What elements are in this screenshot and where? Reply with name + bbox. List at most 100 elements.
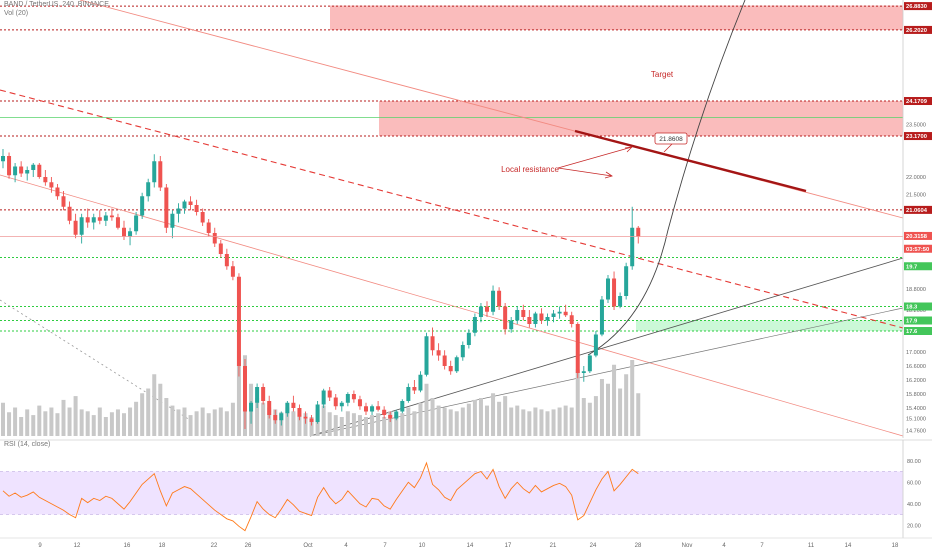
candle-body	[593, 334, 598, 356]
time-tick-label: 7	[383, 543, 387, 549]
parabolic-curve	[587, 0, 746, 356]
candle-body	[194, 205, 199, 212]
time-tick-label: 4	[344, 543, 348, 549]
candle-body	[37, 164, 42, 177]
volume-bar	[115, 409, 120, 436]
volume-bar	[442, 407, 447, 436]
candle-body	[448, 366, 453, 372]
volume-bar	[122, 413, 126, 436]
candle-body	[61, 196, 66, 207]
time-tick-label: 10	[419, 543, 426, 549]
candle-body	[97, 217, 102, 221]
candle-body	[188, 201, 193, 205]
candle-body	[497, 290, 502, 307]
volume-bar	[140, 393, 145, 436]
candle-body	[333, 397, 338, 407]
volume-bar	[37, 405, 42, 436]
volume-bar	[497, 401, 502, 436]
volume-bar	[309, 417, 314, 436]
candle-body	[200, 212, 205, 223]
candle-body	[370, 406, 375, 412]
volume-bar	[103, 417, 108, 436]
price-label-box	[904, 97, 932, 106]
candle-body	[557, 311, 562, 314]
volume-bar	[31, 415, 36, 436]
volume-bar	[618, 388, 623, 436]
candle-body	[466, 332, 471, 345]
price-label-red: 23.1700	[906, 134, 927, 140]
volume-bar	[339, 417, 344, 436]
price-tick-label: 17.0000	[906, 350, 926, 356]
volume-bar	[333, 415, 338, 436]
price-tick-label: 18.2000	[906, 308, 926, 314]
price-label-box	[904, 231, 932, 240]
price-tick-label: 15.1000	[906, 417, 926, 423]
support-zone	[636, 320, 903, 331]
candle-body	[545, 317, 550, 321]
volume-bar	[424, 383, 429, 436]
volume-bar	[194, 411, 199, 436]
volume-bar	[478, 398, 483, 436]
price-tick-label: 22.0000	[906, 175, 926, 181]
candle-body	[73, 220, 78, 235]
price-label-red: 24.1709	[906, 99, 928, 105]
time-tick-label: 9	[38, 543, 42, 549]
rsi-tick-label: 80.00	[907, 459, 921, 465]
candle-body	[55, 187, 60, 197]
volume-bar	[364, 417, 368, 436]
volume-bar	[134, 401, 139, 436]
rsi-line	[2, 461, 639, 532]
price-label-green: 18.3	[906, 305, 918, 311]
candle-body	[327, 390, 332, 398]
time-tick-label: Nov	[682, 543, 693, 549]
candle-body	[315, 404, 320, 422]
volume-bar	[466, 403, 471, 436]
volume-bar	[448, 409, 453, 436]
volume-bar	[218, 407, 223, 436]
volume-bar	[630, 360, 635, 436]
volume-bar	[303, 413, 308, 436]
candle-body	[539, 313, 544, 321]
volume-bar	[182, 407, 187, 436]
price-label-current: 20.3158	[906, 234, 928, 240]
volume-bar	[152, 374, 157, 436]
time-tick-label: 22	[211, 543, 218, 549]
candle-body	[91, 217, 96, 223]
volume-bar	[321, 405, 326, 436]
candle-body	[339, 402, 344, 407]
candle-body	[43, 177, 48, 183]
candle-body	[230, 266, 235, 277]
price-label-box	[904, 244, 932, 253]
candle-body	[478, 306, 483, 317]
volume-bar	[285, 407, 290, 436]
volume-bar	[291, 411, 296, 436]
rsi-tick-label: 60.00	[907, 480, 921, 486]
candle-body	[182, 201, 187, 209]
volume-indicator-label: Vol (20)	[4, 10, 29, 17]
volume-bar	[412, 411, 417, 436]
time-tick-label: 16	[124, 543, 131, 549]
candle-body	[128, 231, 133, 237]
price-tick-label: 23.5000	[906, 123, 926, 129]
volume-bar	[575, 369, 580, 436]
volume-bar	[394, 415, 399, 436]
candle-body	[587, 355, 592, 372]
time-tick-label: 28	[635, 543, 642, 549]
price-label-box	[904, 262, 932, 271]
candle-body	[1, 156, 5, 162]
time-tick-label: 11	[808, 543, 815, 549]
candle-body	[563, 311, 568, 316]
candle-body	[243, 366, 247, 412]
local-resistance-label: Local resistance	[501, 165, 559, 174]
volume-bar	[557, 407, 562, 436]
candle-body	[67, 206, 72, 221]
volume-bar	[521, 409, 526, 436]
candle-body	[279, 413, 284, 421]
price-label-box	[904, 327, 932, 335]
candle-body	[115, 217, 120, 228]
volume-bar	[188, 415, 193, 436]
candle-body	[436, 350, 441, 356]
